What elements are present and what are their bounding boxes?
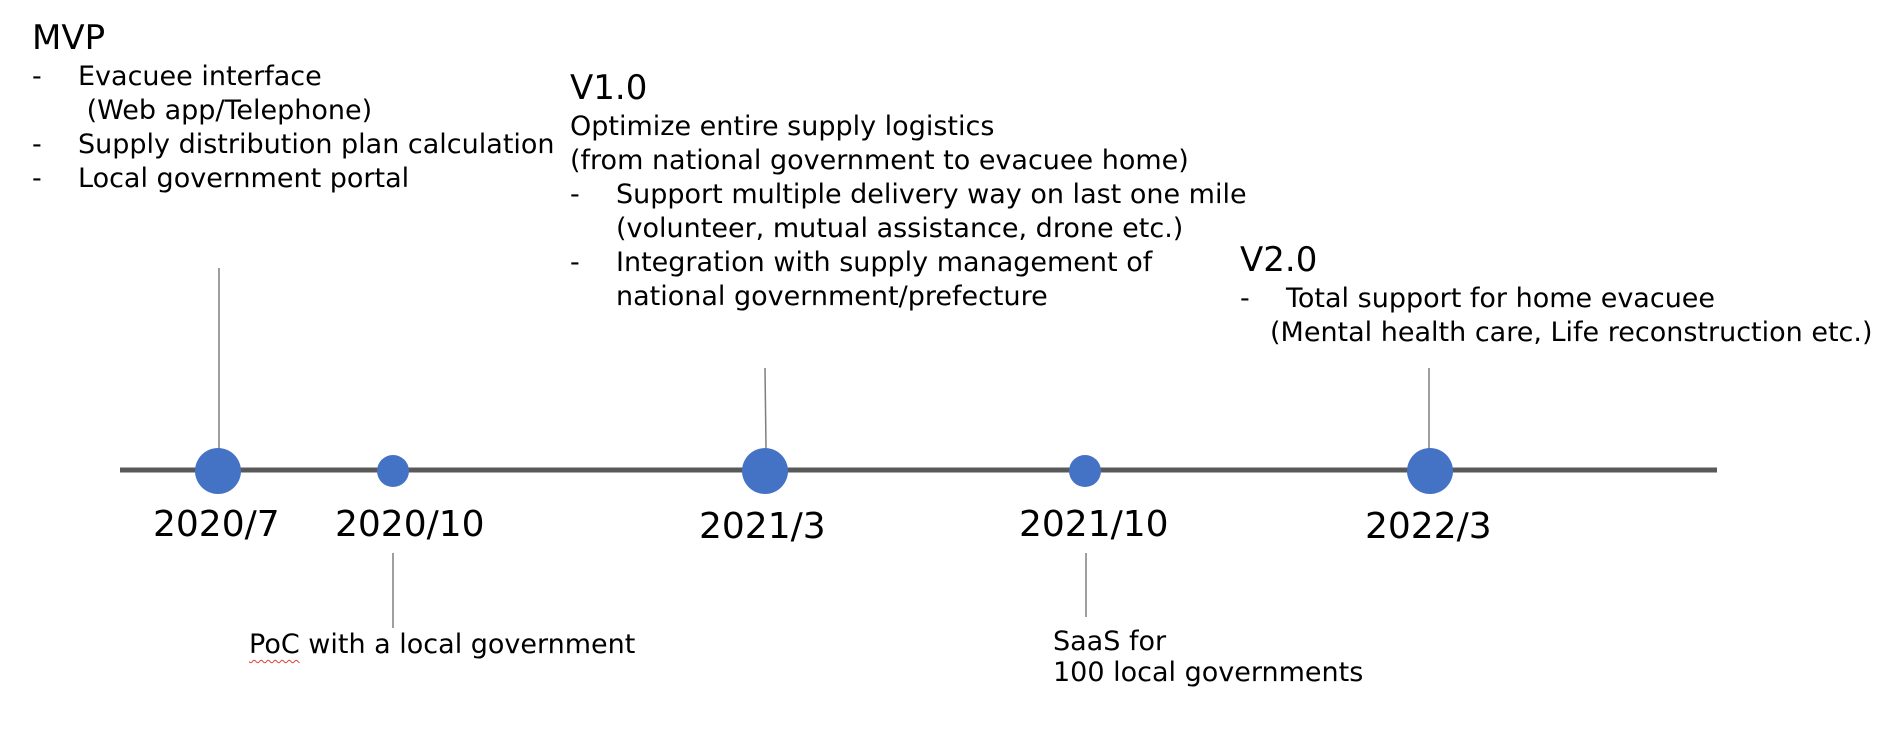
v1-item: - Support multiple delivery way on last …	[570, 178, 1247, 212]
v2-continuation: (Mental health care, Life reconstruction…	[1270, 317, 1873, 348]
poc-note-text: with a local government	[299, 629, 636, 660]
v2-item-text: Total support for home evacuee	[1286, 283, 1716, 314]
bullet-dash: -	[1240, 283, 1250, 314]
mvp-title: MVP	[32, 18, 106, 58]
v1-intro-line: (from national government to evacuee hom…	[570, 145, 1189, 176]
milestone-date-2020-7: 2020/7	[153, 504, 280, 545]
v1-item-continuation: national government/prefecture	[616, 281, 1048, 312]
bullet-dash: -	[32, 129, 42, 160]
v1-item-text: Integration with supply management of	[616, 247, 1153, 278]
saas-note-line: SaaS for	[1053, 626, 1167, 657]
v2-item: - Total support for home evacuee	[1240, 282, 1873, 316]
poc-word: PoC	[249, 629, 300, 660]
v1-item-text: Support multiple delivery way on last on…	[616, 179, 1247, 210]
milestone-date-2021-3: 2021/3	[699, 506, 826, 547]
mvp-item: - Evacuee interface	[32, 60, 555, 94]
v1-intro-line: Optimize entire supply logistics	[570, 111, 995, 142]
mvp-block: MVP - Evacuee interface (Web app/Telepho…	[32, 18, 555, 196]
bullet-dash: -	[32, 163, 42, 194]
bullet-dash: -	[570, 247, 580, 278]
mvp-item: - Local government portal	[32, 162, 555, 196]
mvp-item-text: Evacuee interface	[78, 61, 322, 92]
milestone-marker-2020-10	[377, 455, 409, 487]
v1-item: - Integration with supply management of	[570, 246, 1247, 280]
milestone-date-2020-10: 2020/10	[335, 504, 485, 545]
mvp-item-text: Supply distribution plan calculation	[78, 129, 555, 160]
milestone-date-2022-3: 2022/3	[1365, 506, 1492, 547]
v1-item-continuation: (volunteer, mutual assistance, drone etc…	[616, 213, 1184, 244]
v2-block: V2.0 - Total support for home evacuee (M…	[1240, 240, 1873, 350]
mvp-item-continuation: (Web app/Telephone)	[78, 95, 373, 126]
v2-title: V2.0	[1240, 240, 1318, 280]
milestone-date-2021-10: 2021/10	[1019, 504, 1169, 545]
mvp-item-text: Local government portal	[78, 163, 410, 194]
poc-note: PoC with a local government	[249, 629, 635, 660]
bullet-dash: -	[570, 179, 580, 210]
v1-block: V1.0 Optimize entire supply logistics (f…	[570, 68, 1247, 314]
bullet-dash: -	[32, 61, 42, 92]
v1-title: V1.0	[570, 68, 648, 108]
milestone-marker-2021-3	[742, 448, 788, 494]
milestone-marker-2020-7	[195, 448, 241, 494]
v1-connector	[764, 367, 767, 449]
milestone-marker-2022-3	[1407, 448, 1453, 494]
milestone-marker-2021-10	[1069, 455, 1101, 487]
mvp-item: - Supply distribution plan calculation	[32, 128, 555, 162]
saas-note: SaaS for 100 local governments	[1053, 626, 1363, 688]
saas-note-line: 100 local governments	[1053, 657, 1364, 688]
